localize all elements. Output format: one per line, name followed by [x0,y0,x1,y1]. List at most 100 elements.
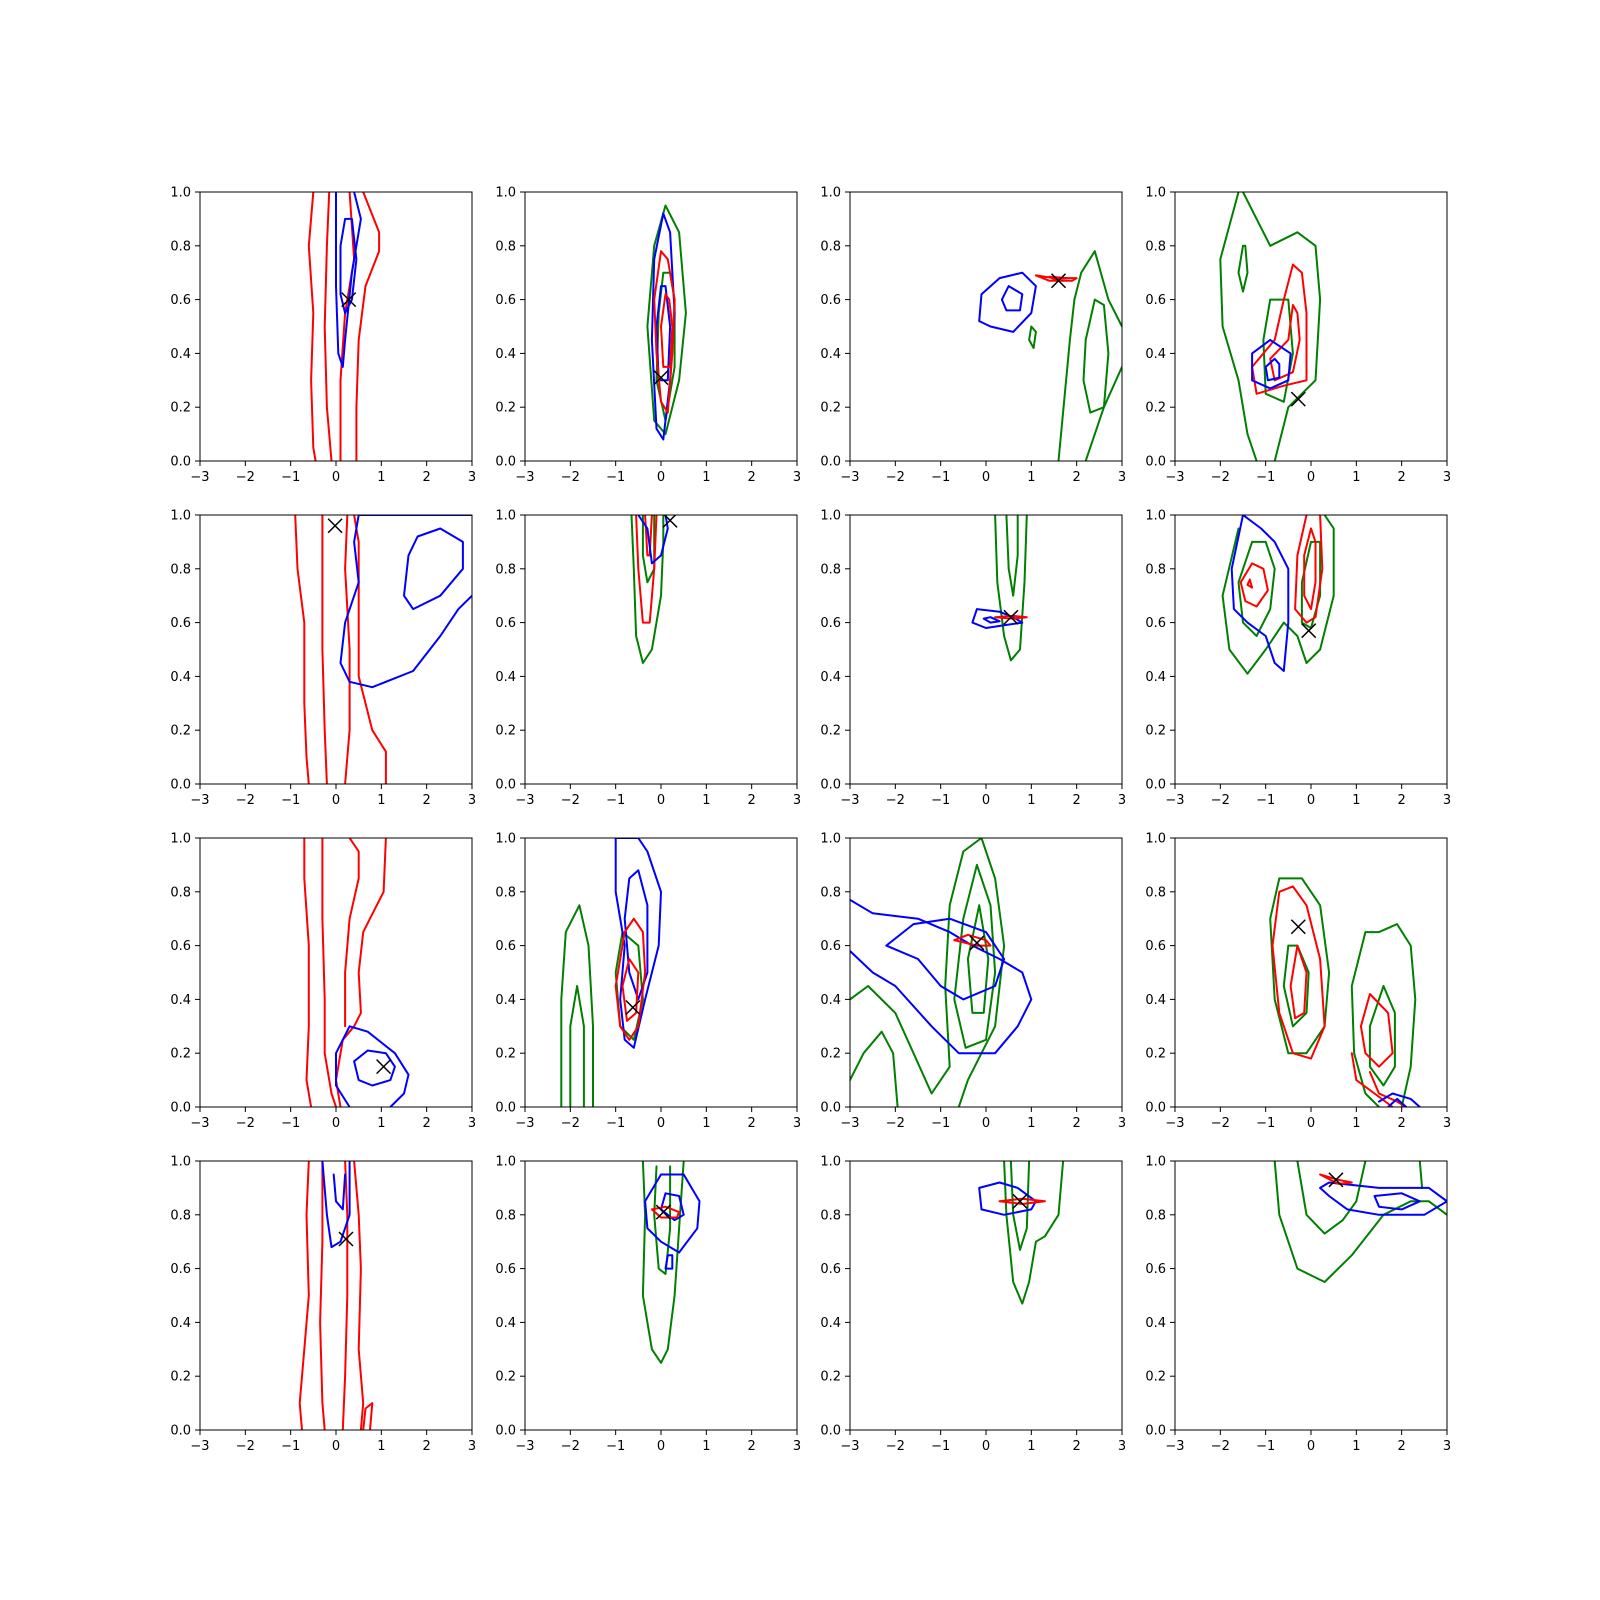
y-tick-label: 0.2 [170,724,191,739]
contour-group [978,1161,1065,1305]
contour-blue [1319,1181,1447,1216]
subplot-r4c2: −3 −2 −1 0 1 2 3 0.0 0.2 0.4 0.6 0.8 1.0 [495,1155,801,1455]
x-marker [625,999,641,1016]
contour-group [1269,877,1421,1107]
y-tick-label: 0.2 [820,724,841,739]
y-tick-label: 0.8 [1145,1208,1166,1223]
contour-green [614,931,644,1041]
contour-green [569,985,585,1107]
contour-blue [353,1049,396,1087]
x-tick-label: 1 [377,470,385,485]
contour-group [294,515,472,784]
x-tick-label: 2 [423,1116,431,1131]
x-tick-label: 2 [1398,1439,1406,1454]
y-tick-label: 1.0 [1145,186,1166,201]
subplot-r4c4: −3 −2 −1 0 1 2 3 0.0 0.2 0.4 0.6 0.8 1.0 [1145,1155,1451,1455]
y-tick-label: 0.8 [820,1208,841,1223]
subplot-r3c1: −3 −2 −1 0 1 2 3 0.0 0.2 0.4 0.6 0.8 1.0 [170,832,476,1132]
y-tick-label: 0.0 [820,1101,841,1116]
contour-group [1219,192,1322,461]
y-tick-label: 0.6 [495,616,516,631]
y-tick-label: 0.4 [170,670,191,685]
contour-group [630,515,669,664]
x-tick-label: −1 [606,1116,625,1131]
x-marker [1301,623,1317,639]
contour-red [1359,993,1394,1068]
y-tick-label: 0.6 [170,293,191,308]
contour-green [1350,931,1380,1107]
contour-red [1251,263,1308,395]
contour-blue [982,616,1001,624]
contour-red [303,838,313,1107]
contour-blue [1230,515,1290,672]
x-tick-label: 3 [1443,793,1451,808]
x-tick-label: −1 [606,470,625,485]
y-tick-label: 0.0 [170,455,191,470]
contour-red [660,293,674,368]
subplot-r2c4: −3 −2 −1 0 1 2 3 0.0 0.2 0.4 0.6 0.8 1.0 [1145,509,1451,809]
contour-blue [1251,338,1292,390]
y-tick-label: 0.4 [495,1316,516,1331]
y-tick-label: 0.6 [495,1262,516,1277]
x-tick-label: −2 [236,793,255,808]
contour-red [1239,562,1269,608]
contour-blue [339,217,358,314]
contour-blue [655,285,672,382]
y-tick-label: 0.0 [170,778,191,793]
y-tick-label: 0.6 [820,1262,841,1277]
contour-blue [650,212,676,441]
x-tick-label: 2 [748,1116,756,1131]
x-tick-label: −1 [1256,1116,1275,1131]
contour-red [953,933,992,947]
contour-red [644,515,653,557]
y-tick-label: 0.2 [495,1370,516,1385]
contour-green [1005,515,1019,597]
x-tick-label: 0 [1307,1439,1315,1454]
x-tick-label: 2 [1398,470,1406,485]
contour-group [971,515,1028,662]
contour-red [1294,515,1324,624]
x-tick-label: 1 [1352,1439,1360,1454]
x-tick-label: −2 [561,470,580,485]
x-tick-label: −1 [931,1439,950,1454]
y-tick-label: 0.8 [820,885,841,900]
x-tick-label: 2 [423,470,431,485]
subplot-r2c3: −3 −2 −1 0 1 2 3 0.0 0.2 0.4 0.6 0.8 1.0 [820,509,1126,809]
contour-red [1246,578,1254,589]
x-marker [1328,1172,1344,1188]
contour-green [1296,1161,1367,1235]
y-tick-label: 0.4 [1145,347,1166,362]
y-tick-label: 0.2 [170,401,191,416]
y-tick-label: 0.8 [820,239,841,254]
contour-red [994,614,1028,620]
contour-red [621,958,640,1022]
y-tick-label: 0.4 [1145,670,1166,685]
x-tick-label: 2 [423,793,431,808]
y-tick-label: 0.0 [495,455,516,470]
contour-green [1262,298,1294,403]
contour-blue [335,192,362,368]
x-tick-label: −1 [281,793,300,808]
x-tick-label: 0 [1307,470,1315,485]
x-tick-label: 3 [1118,1439,1126,1454]
subplot-r1c4: −3 −2 −1 0 1 2 3 0.0 0.2 0.4 0.6 0.8 1.0 [1145,186,1451,486]
x-tick-label: 1 [702,793,710,808]
x-tick-label: −2 [886,793,905,808]
x-tick-label: 1 [1027,1116,1035,1131]
y-tick-label: 0.8 [495,562,516,577]
y-tick-label: 0.4 [1145,993,1166,1008]
x-tick-label: 2 [1073,793,1081,808]
contour-blue [335,1025,410,1107]
y-tick-label: 0.8 [1145,562,1166,577]
contour-red [353,515,387,784]
x-tick-label: −3 [190,1116,209,1131]
x-tick-label: 1 [702,1116,710,1131]
y-tick-label: 1.0 [495,832,516,847]
y-tick-label: 0.0 [170,1101,191,1116]
contour-green [560,904,594,1107]
y-tick-label: 0.6 [1145,616,1166,631]
x-tick-label: 2 [1398,793,1406,808]
contour-red [341,1161,349,1430]
x-tick-label: −3 [515,1116,534,1131]
contour-group [646,204,687,441]
